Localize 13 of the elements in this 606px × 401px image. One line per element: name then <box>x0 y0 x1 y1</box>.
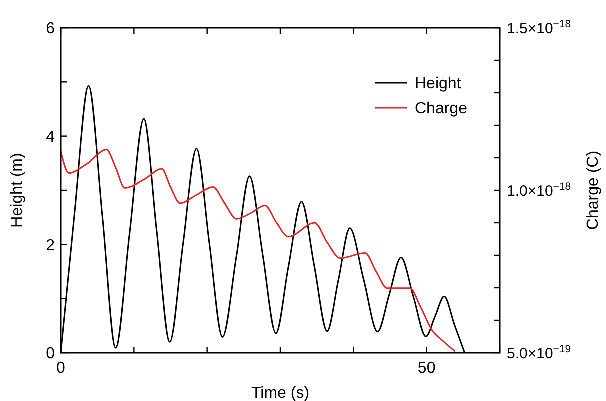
x-tick-label: 50 <box>418 360 436 377</box>
y2-tick-label: 5.0×10$^{−19}$ <box>507 343 572 362</box>
y2-axis-title: Charge (C) <box>585 150 602 230</box>
y-tick-label: 6 <box>46 20 56 38</box>
y2-tick-label: 1.0×10$^{−18}$ <box>507 180 572 200</box>
y-axis-title: Height (m) <box>9 153 26 228</box>
x-axis-title: Time (s) <box>251 385 310 401</box>
y-tick-label: 0 <box>46 346 56 363</box>
legend-label: Height <box>415 76 462 93</box>
y2-tick-label: 1.5×10$^{−18}$ <box>507 18 572 38</box>
y-tick-label: 2 <box>46 237 56 254</box>
y-tick-label: 4 <box>46 128 56 146</box>
legend-label: Charge <box>415 100 468 118</box>
